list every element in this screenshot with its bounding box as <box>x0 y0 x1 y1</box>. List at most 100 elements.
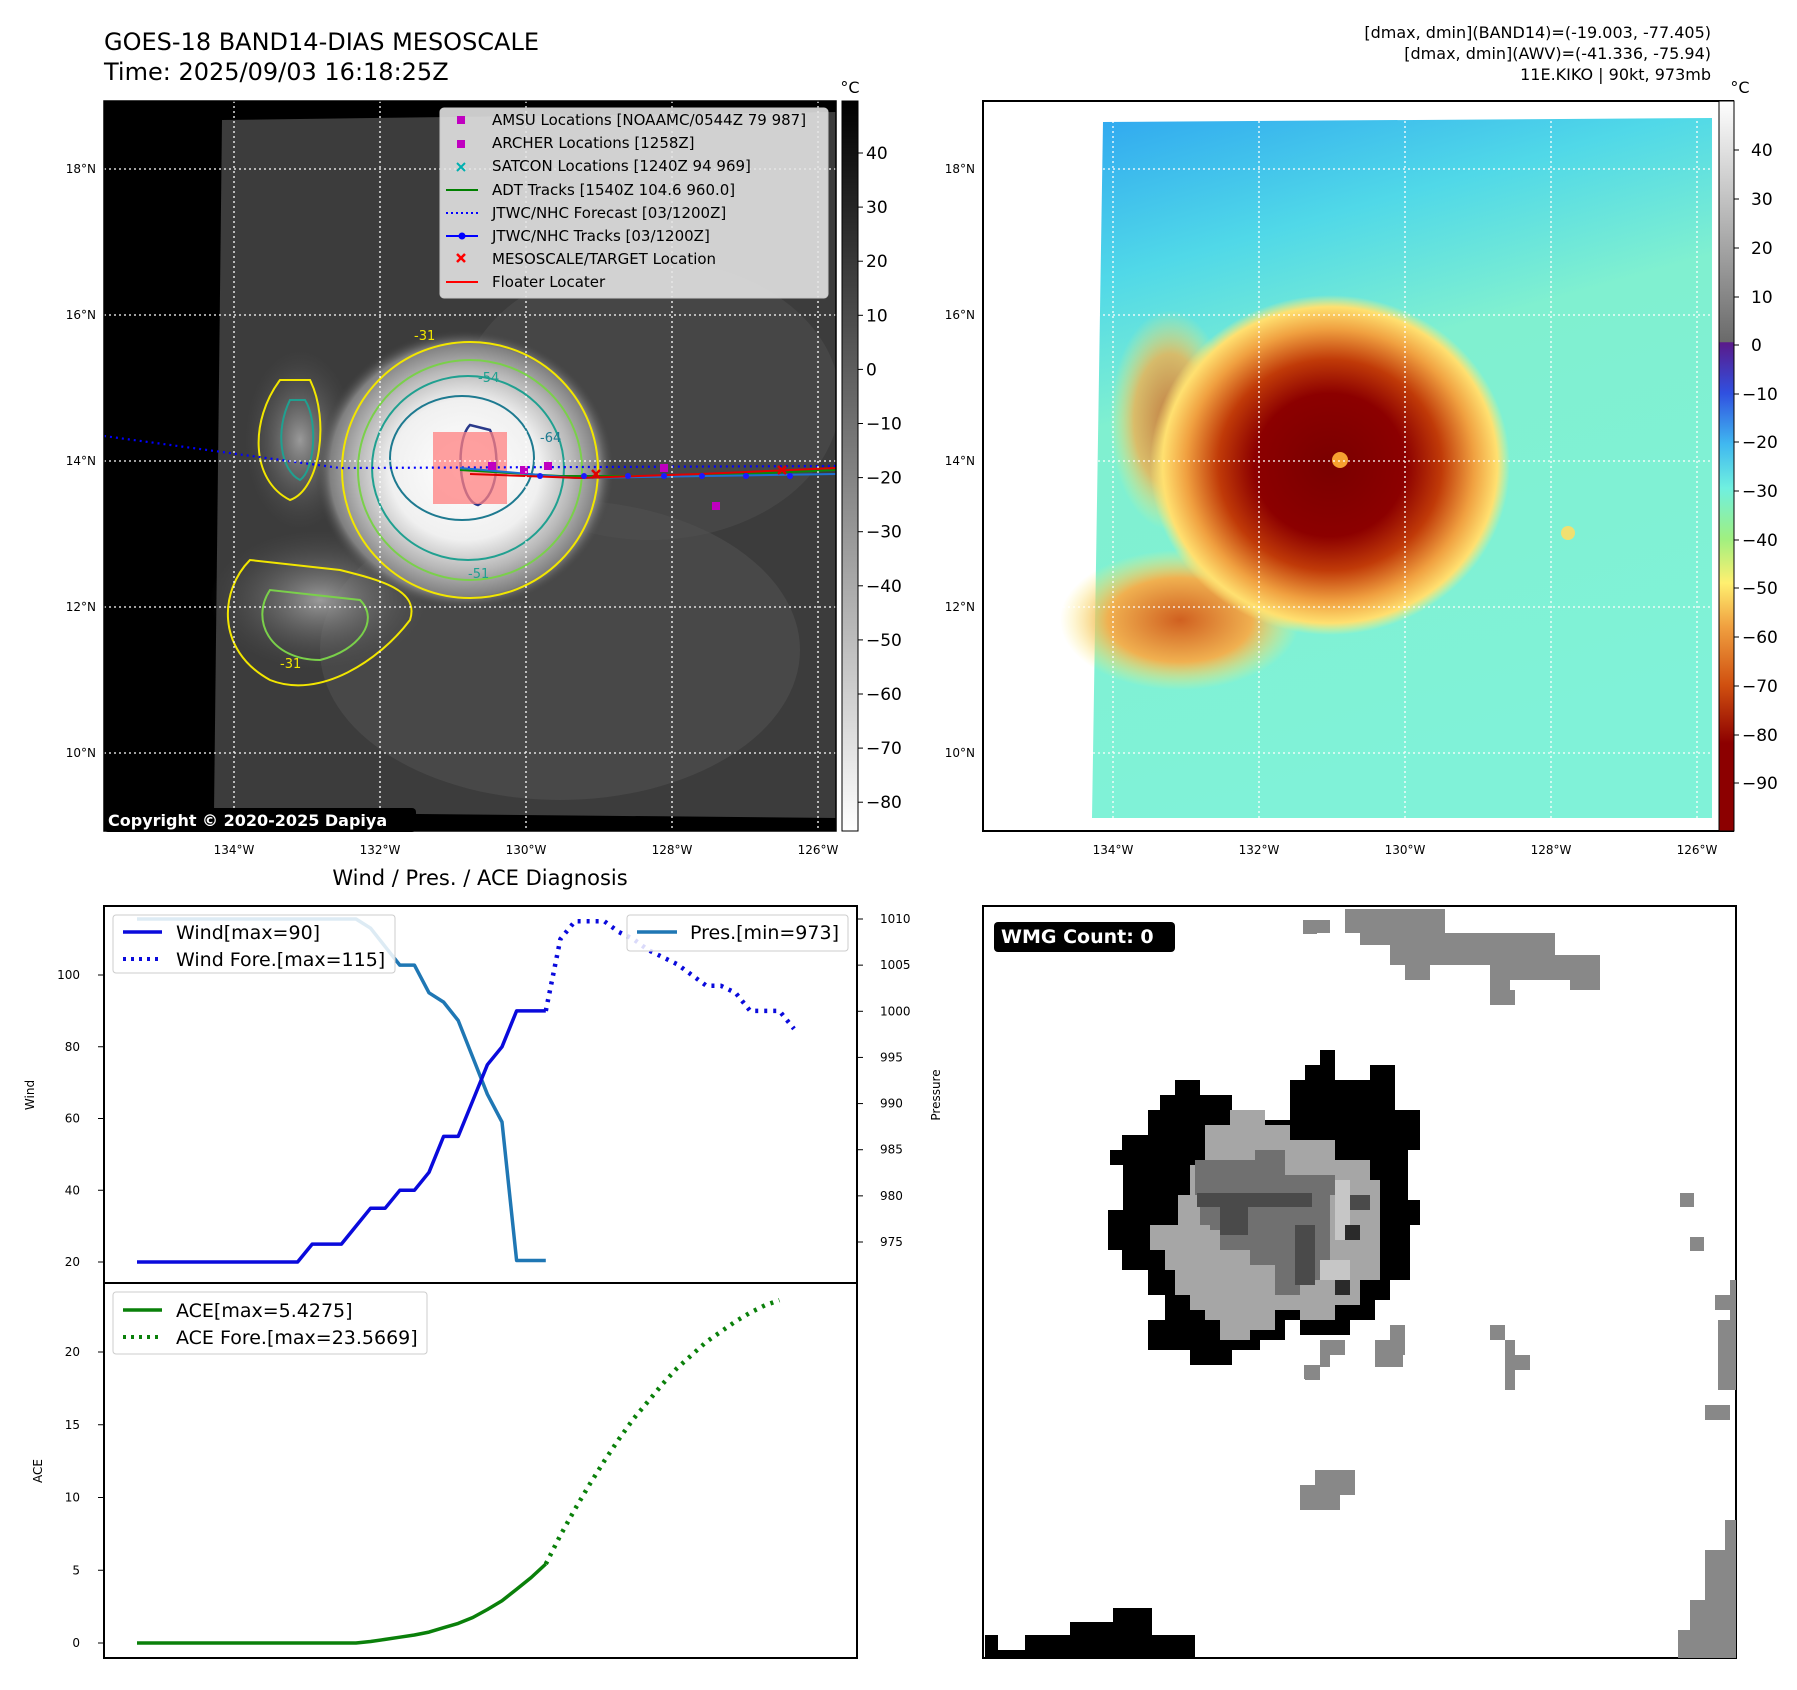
right-map-axis-labels: 18°N 16°N 14°N 12°N 10°N 134°W 132°W 130… <box>945 162 1718 857</box>
storm-eye <box>1332 452 1348 468</box>
lon-tick: 132°W <box>360 843 401 857</box>
target-legend-marker <box>456 253 466 263</box>
colorbar-tick-label: 20 <box>1751 239 1773 259</box>
pressure-y-tick-label: 980 <box>880 1189 903 1203</box>
ace-legend: ACE[max=5.4275] ACE Fore.[max=23.5669] <box>112 1291 428 1355</box>
colorbar-tick-label: 10 <box>1751 288 1773 308</box>
lon-tick: 134°W <box>214 843 255 857</box>
legend-label-amsu: AMSU Locations [NOAAMC/0544Z 79 987] <box>492 111 806 129</box>
target-markers <box>591 465 787 479</box>
colorbar-tick-label: 20 <box>866 252 888 272</box>
lon-tick: 130°W <box>506 843 547 857</box>
info-awv: [dmax, dmin](AWV)=(-41.336, -75.94) <box>1404 44 1711 63</box>
contour-label: -54 <box>478 371 499 386</box>
lat-tick: 14°N <box>945 454 975 468</box>
wmg-count-badge <box>994 922 1175 952</box>
legend-label-forecast: JTWC/NHC Forecast [03/1200Z] <box>491 204 726 222</box>
right-map-gridlines <box>983 101 1733 831</box>
lat-tick: 18°N <box>945 162 975 176</box>
pressure-y-tick-label: 995 <box>880 1050 903 1064</box>
colorbar-tick-label: −20 <box>1742 433 1778 453</box>
map-legend: AMSU Locations [NOAAMC/0544Z 79 987] ARC… <box>439 107 829 299</box>
pressure-y-tick-label: 990 <box>880 1097 903 1111</box>
colorbar-tick-label: −40 <box>866 577 902 597</box>
wind-y-tick-label: 20 <box>65 1255 80 1269</box>
copyright-text: Copyright © 2020-2025 Dapiya <box>108 811 387 830</box>
pressure-y-tick-label: 1010 <box>880 912 911 926</box>
lon-tick: 128°W <box>652 843 693 857</box>
satcon-legend-marker <box>456 162 466 172</box>
legend-label-target: MESOSCALE/TARGET Location <box>492 250 716 268</box>
ace-forecast-line <box>543 1297 781 1566</box>
colorbar-unit: °C <box>1730 78 1749 97</box>
ace-line <box>137 1562 547 1645</box>
chart-title: Wind / Pres. / ACE Diagnosis <box>332 866 627 890</box>
colorbar-tick-label: −60 <box>866 685 902 705</box>
colorbar-tick-label: −50 <box>1742 579 1778 599</box>
legend-pres: Pres.[min=973] <box>690 922 839 944</box>
colorbar-tick-label: −60 <box>1742 628 1778 648</box>
lat-tick: 12°N <box>66 600 96 614</box>
archer-legend-marker <box>457 140 465 148</box>
track-points <box>537 473 793 479</box>
colorbar-tick-label: −30 <box>866 523 902 543</box>
legend-ace-fore: ACE Fore.[max=23.5669] <box>176 1327 418 1349</box>
colorbar-tick-label: 40 <box>1751 141 1773 161</box>
colorbar-tick-label: −50 <box>866 631 902 651</box>
lon-tick: 132°W <box>1239 843 1280 857</box>
pressure-y-tick-label: 985 <box>880 1143 903 1157</box>
wind-y-tick-label: 80 <box>65 1040 80 1054</box>
copyright-badge <box>104 808 416 832</box>
wind-legend: Wind[max=90] Wind Fore.[max=115] <box>112 914 396 974</box>
contour-41 <box>357 359 583 581</box>
ace-y-tick-label: 0 <box>72 1636 80 1650</box>
legend-label-adt: ADT Tracks [1540Z 104.6 960.0] <box>492 181 735 199</box>
wmg-count-label: WMG Count: 0 <box>1001 926 1154 948</box>
colorbar-unit: °C <box>840 78 859 97</box>
lat-tick: 10°N <box>945 746 975 760</box>
left-colorbar: °C 40 30 20 10 0 −10 −20 −30 −40 −50 −60 −70 −80 <box>840 78 902 832</box>
colorbar-tick-label: −10 <box>1742 385 1778 405</box>
lat-tick: 16°N <box>66 308 96 322</box>
wmg-panel: WMG Count: 0 <box>982 905 1737 1659</box>
lon-tick: 130°W <box>1385 843 1426 857</box>
pressure-y-tick-label: 975 <box>880 1235 903 1249</box>
contour-label: -64 <box>540 431 561 446</box>
figure-title: GOES-18 BAND14-DIAS MESOSCALE <box>104 28 539 56</box>
lon-tick: 128°W <box>1531 843 1572 857</box>
lat-tick: 18°N <box>66 162 96 176</box>
lon-tick: 134°W <box>1093 843 1134 857</box>
legend-wind-fore: Wind Fore.[max=115] <box>176 949 385 971</box>
legend-wind: Wind[max=90] <box>176 922 320 944</box>
contour-64 <box>389 395 535 521</box>
colorbar-tick-label: 0 <box>1751 336 1762 356</box>
lat-tick: 12°N <box>945 600 975 614</box>
colorbar-tick-label: −30 <box>1742 482 1778 502</box>
colorbar-tick-label: 30 <box>1751 190 1773 210</box>
colorbar-tick-label: 30 <box>866 198 888 218</box>
wind-y-tick-label: 40 <box>65 1183 80 1197</box>
contour-label: -51 <box>468 567 489 582</box>
colorbar-tick-label: −10 <box>866 415 902 435</box>
colorbar-tick-label: 0 <box>866 360 877 380</box>
ace-y-tick-label: 20 <box>65 1345 80 1359</box>
legend-label-satcon: SATCON Locations [1240Z 94 969] <box>492 157 751 175</box>
pressure-axis-label: Pressure <box>929 1069 943 1120</box>
amsu-markers <box>488 462 720 510</box>
colorbar-tick-label: 40 <box>866 144 888 164</box>
wmg-pixels <box>985 909 1736 1658</box>
forecast-track <box>104 434 836 470</box>
lat-tick: 10°N <box>66 746 96 760</box>
colorbar-tick-label: 10 <box>866 306 888 326</box>
figure-time: Time: 2025/09/03 16:18:25Z <box>103 58 449 86</box>
storm-cloud-color <box>1150 295 1510 635</box>
legend-label-tracks: JTWC/NHC Tracks [03/1200Z] <box>491 227 710 245</box>
colorbar-tick-label: −40 <box>1742 531 1778 551</box>
info-storm: 11E.KIKO | 90kt, 973mb <box>1520 65 1711 84</box>
colorbar-tick-label: −80 <box>866 793 902 813</box>
info-band14: [dmax, dmin](BAND14)=(-19.003, -77.405) <box>1364 23 1711 42</box>
pressure-y-tick-label: 1005 <box>880 958 911 972</box>
colorbar-tick-label: −70 <box>1742 677 1778 697</box>
wind-axis-label: Wind <box>23 1080 37 1110</box>
